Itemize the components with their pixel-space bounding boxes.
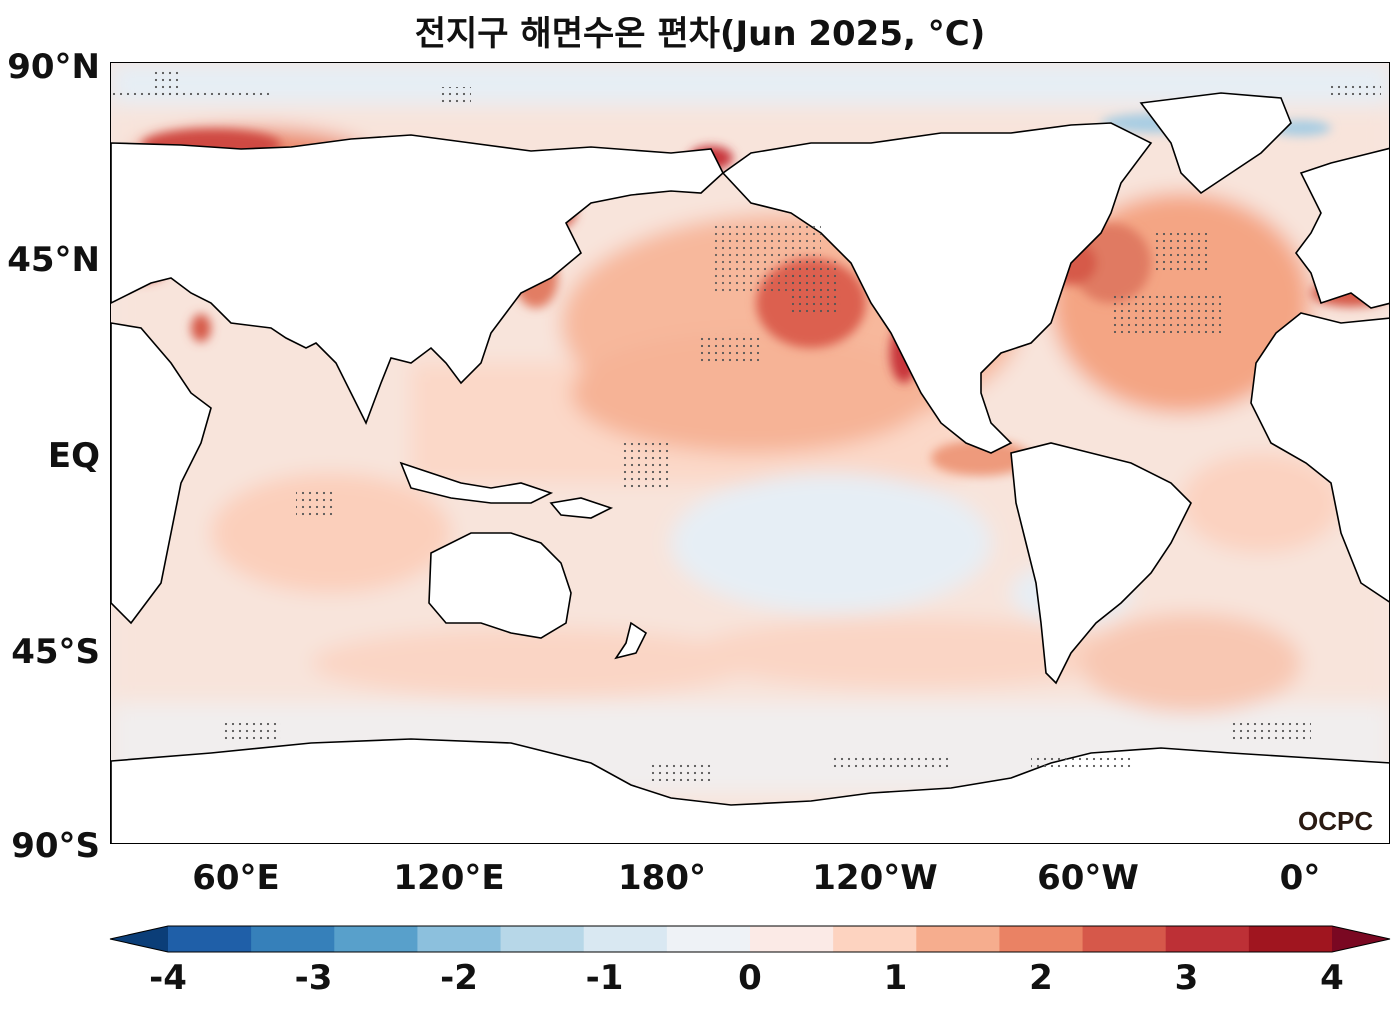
lon-label-0: 0° (1279, 858, 1321, 898)
colorbar-tick-label: -1 (585, 958, 624, 998)
lat-label-45n: 45°N (7, 240, 100, 280)
colorbar-tick-label: 4 (1320, 958, 1344, 998)
land-europe (1295, 147, 1389, 309)
lat-label-90n: 90°N (7, 47, 100, 87)
colorbar-bin (916, 926, 1000, 952)
colorbar-bin (750, 926, 834, 952)
colorbar-tick-label: -3 (294, 958, 333, 998)
colorbar-bin (334, 926, 418, 952)
colorbar (109, 925, 1391, 953)
land-eurasia (111, 134, 724, 425)
colorbar-bin (666, 926, 751, 952)
lat-label-eq: EQ (47, 436, 100, 476)
significance-stippling (111, 69, 1381, 781)
colorbar-bin (251, 926, 335, 952)
land-greenland (1139, 92, 1292, 195)
land-new-guinea (549, 497, 614, 519)
land-south-america (1010, 442, 1192, 685)
colorbar-tick-label: 3 (1174, 958, 1199, 998)
land-australia (428, 532, 572, 639)
colorbar-tick-label: 1 (883, 958, 908, 998)
colorbar-bin (417, 926, 502, 952)
colorbar-extend-low (110, 926, 168, 952)
land-masses (111, 92, 1389, 843)
colorbar-bin (1165, 926, 1250, 952)
colorbar-bin (999, 926, 1084, 952)
colorbar-tick-label: -2 (440, 958, 478, 998)
land-north-america (721, 122, 1153, 454)
lon-label-120e: 120°E (393, 858, 505, 898)
land-africa (111, 322, 212, 625)
lon-label-60e: 60°E (192, 858, 280, 898)
land-new-zealand (614, 621, 648, 660)
land-africa-east (1250, 312, 1389, 603)
colorbar-bin (583, 926, 668, 952)
colorbar-bin (1248, 926, 1333, 952)
colorbar-tick-label: 2 (1029, 958, 1053, 998)
lat-label-45s: 45°S (11, 632, 100, 672)
colorbar-bin (168, 926, 252, 952)
colorbar-bin (833, 926, 917, 952)
ocpc-logo: OCPC (1298, 806, 1374, 836)
colorbar-extend-high (1332, 926, 1390, 952)
lon-label-180: 180° (618, 858, 706, 898)
land-indonesia (399, 461, 554, 504)
colorbar-bin (500, 926, 585, 952)
colorbar-bin (1082, 926, 1167, 952)
lon-label-60w: 60°W (1037, 858, 1139, 898)
lat-label-90s: 90°S (11, 826, 100, 866)
sst-anomaly-map (111, 63, 1389, 843)
map-title: 전지구 해면수온 편차(Jun 2025, °C) (414, 14, 986, 54)
colorbar-outline (109, 925, 1391, 953)
colorbar-tick-label: -4 (149, 958, 187, 998)
colorbar-tick-label: 0 (738, 958, 762, 998)
lon-label-120w: 120°W (812, 858, 938, 898)
map-area (110, 62, 1390, 844)
